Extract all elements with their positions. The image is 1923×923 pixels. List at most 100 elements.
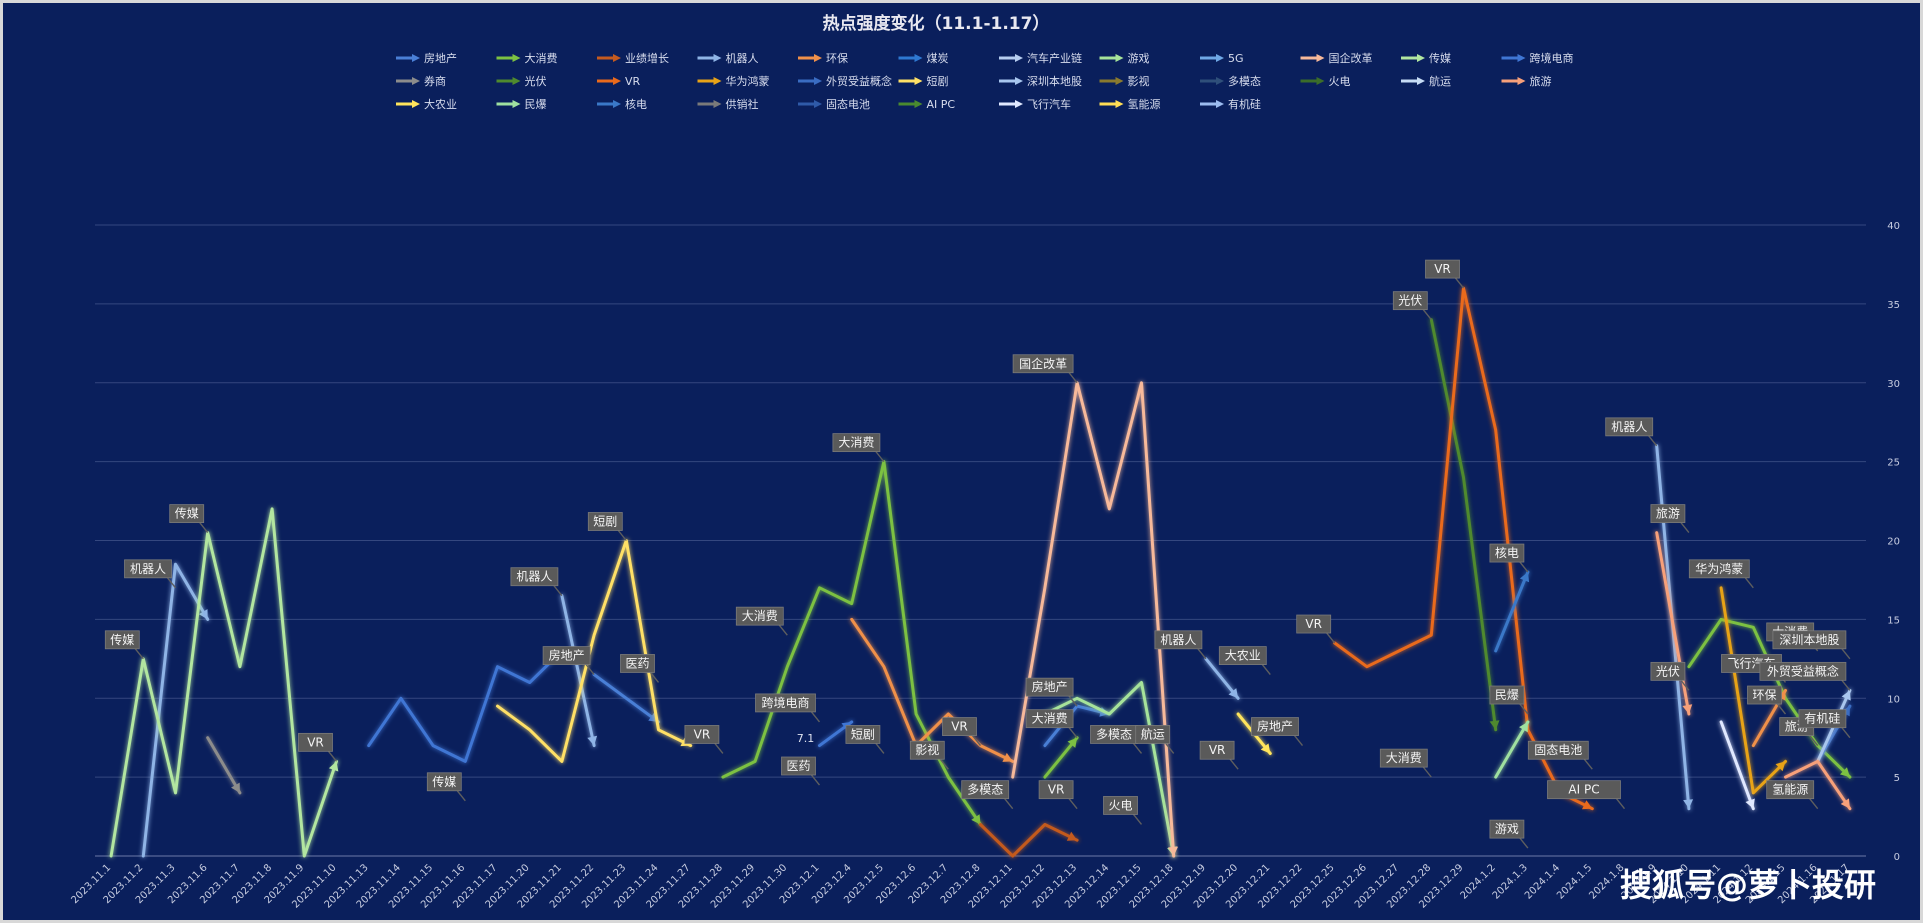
callout-label: 医药 xyxy=(625,656,649,670)
legend-arrow-icon xyxy=(1015,54,1023,62)
callout-label: 传媒 xyxy=(175,506,199,521)
legend-item[interactable]: 光伏 xyxy=(496,74,547,88)
callout: 机器人 xyxy=(1154,630,1207,660)
callout: 机器人 xyxy=(510,567,563,597)
legend-arrow-icon xyxy=(1316,77,1325,85)
series-line xyxy=(1719,720,1755,811)
legend-item[interactable]: 大农业 xyxy=(396,97,457,111)
legend-item[interactable]: 火电 xyxy=(1300,75,1351,88)
legend-label: 深圳本地股 xyxy=(1027,74,1082,88)
callout-leader xyxy=(1165,743,1175,754)
callout-label: 传媒 xyxy=(110,632,134,647)
series xyxy=(206,736,242,795)
legend-item[interactable]: 煤炭 xyxy=(898,52,949,65)
legend-item[interactable]: 民爆 xyxy=(496,97,547,111)
legend-item[interactable]: 机器人 xyxy=(697,51,759,65)
y-tick-label: 40 xyxy=(1887,221,1900,232)
series-arrow-icon xyxy=(1841,690,1851,701)
legend-label: 机器人 xyxy=(726,51,759,65)
callout-label: 华为鸿蒙 xyxy=(1695,562,1743,576)
legend-item[interactable]: 环保 xyxy=(798,51,848,65)
legend-item[interactable]: 航运 xyxy=(1401,74,1451,88)
legend-item[interactable]: 国企改革 xyxy=(1300,51,1373,65)
legend-item[interactable]: 华为鸿蒙 xyxy=(697,74,770,88)
callout-label: 短剧 xyxy=(593,515,617,529)
legend-item[interactable]: 5G xyxy=(1200,52,1244,65)
legend-item[interactable]: 影视 xyxy=(1099,74,1150,88)
legend-item[interactable]: AI PC xyxy=(898,98,956,111)
legend-item[interactable]: 券商 xyxy=(396,74,446,88)
legend-item[interactable]: 多模态 xyxy=(1200,74,1261,88)
callout-box xyxy=(1103,796,1138,815)
legend-item[interactable]: 汽车产业链 xyxy=(999,51,1082,65)
y-tick-label: 25 xyxy=(1887,458,1900,469)
legend-item[interactable]: VR xyxy=(597,75,641,88)
callout-leader xyxy=(1680,522,1690,534)
callout-box xyxy=(909,740,945,760)
callout-box xyxy=(1688,559,1750,579)
callout-label: 国企改革 xyxy=(1019,356,1067,371)
series-arrow-icon xyxy=(1067,737,1078,748)
callout-box xyxy=(1038,780,1074,800)
callout-box xyxy=(1489,685,1525,705)
callout-label: 医药 xyxy=(786,759,810,773)
legend-label: 大农业 xyxy=(424,97,457,111)
callout-label: 房地产 xyxy=(1032,679,1068,694)
legend-item[interactable]: 供销社 xyxy=(697,97,759,111)
callout-leader xyxy=(1841,648,1851,660)
series-line xyxy=(1333,286,1594,811)
callout: 固态电池 xyxy=(1527,740,1593,770)
series xyxy=(1429,318,1500,732)
legend-item[interactable]: 飞行汽车 xyxy=(999,97,1071,111)
callout-label: VR xyxy=(1048,783,1065,797)
hotspot-intensity-chart: 热点强度变化（11.1-1.17） 房地产 大消费 业绩增长 机器人 环保 煤炭 汽车产业链… xyxy=(69,13,1900,911)
legend-item[interactable]: 氢能源 xyxy=(1099,97,1161,111)
legend-arrow-icon xyxy=(512,54,521,62)
callout-box xyxy=(1605,417,1654,437)
series-arrow-icon xyxy=(1168,846,1179,856)
callout-box xyxy=(1251,717,1299,736)
callout-box xyxy=(542,646,591,665)
series-line xyxy=(141,562,210,858)
series-arrow-icon xyxy=(1519,572,1530,583)
series-arrow-icon xyxy=(587,735,598,746)
legend-item[interactable]: 深圳本地股 xyxy=(999,74,1082,88)
callout-box xyxy=(1379,748,1428,768)
series-arrow-icon xyxy=(971,814,981,825)
legend-item[interactable]: 短剧 xyxy=(898,74,949,88)
legend-item[interactable]: 旅游 xyxy=(1501,74,1552,88)
callout-label: 传媒 xyxy=(432,774,456,789)
callout-leader xyxy=(1004,798,1014,810)
callout: 光伏 xyxy=(1392,291,1432,321)
callout: 民爆 xyxy=(1489,685,1529,715)
callout-leader xyxy=(1519,703,1529,715)
legend-label: 火电 xyxy=(1329,75,1351,88)
callout: 医药 xyxy=(620,654,660,683)
legend-item[interactable]: 大消费 xyxy=(496,51,558,65)
callout-box xyxy=(1296,614,1332,634)
callout: VR xyxy=(1038,780,1078,810)
legend-item[interactable]: 游戏 xyxy=(1099,52,1150,65)
callout-label: 旅游 xyxy=(1656,507,1680,521)
callout: 外贸受益概念 xyxy=(1759,661,1851,691)
callout-label: 跨境电商 xyxy=(761,695,809,710)
callout: 航运 xyxy=(1135,725,1175,754)
legend-item[interactable]: 传媒 xyxy=(1401,52,1451,65)
legend-item[interactable]: 核电 xyxy=(597,97,647,111)
legend-arrow-icon xyxy=(412,54,420,62)
legend-item[interactable]: 业绩增长 xyxy=(597,51,669,65)
callout-label: 航运 xyxy=(1141,726,1165,741)
series-line xyxy=(592,673,660,724)
callout: 房地产 xyxy=(542,646,595,676)
series-line xyxy=(1494,720,1530,779)
series-line xyxy=(1494,570,1530,653)
legend-item[interactable]: 跨境电商 xyxy=(1501,51,1574,65)
series xyxy=(1043,681,1177,858)
legend-item[interactable]: 房地产 xyxy=(396,51,457,65)
callout-box xyxy=(1135,725,1171,744)
legend-item[interactable]: 有机硅 xyxy=(1200,97,1261,111)
legend-item[interactable]: 外贸受益概念 xyxy=(798,74,892,88)
callout-leader xyxy=(1068,798,1078,810)
legend-item[interactable]: 固态电池 xyxy=(798,98,870,111)
callout-label: VR xyxy=(1305,617,1322,631)
